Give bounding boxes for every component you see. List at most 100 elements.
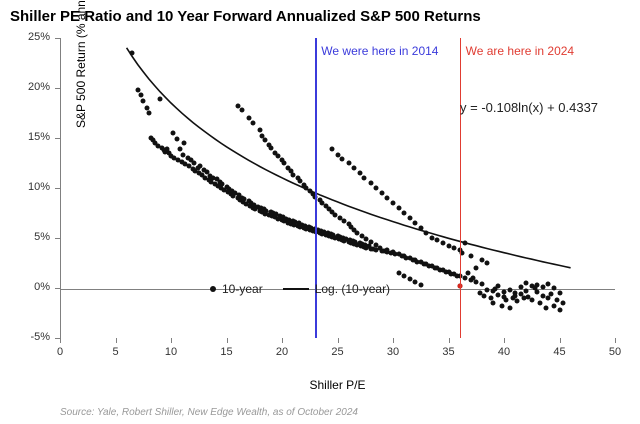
data-point[interactable] bbox=[424, 231, 429, 236]
data-point[interactable] bbox=[146, 111, 151, 116]
data-point[interactable] bbox=[440, 241, 445, 246]
data-point[interactable] bbox=[466, 271, 471, 276]
data-point[interactable] bbox=[485, 261, 490, 266]
data-point[interactable] bbox=[257, 128, 262, 133]
y-tick-mark-5 bbox=[55, 238, 60, 239]
data-point[interactable] bbox=[496, 293, 501, 298]
data-point[interactable] bbox=[339, 157, 344, 162]
data-point[interactable] bbox=[268, 146, 273, 151]
data-point[interactable] bbox=[502, 290, 507, 295]
data-point[interactable] bbox=[407, 216, 412, 221]
data-point[interactable] bbox=[446, 244, 451, 249]
data-point[interactable] bbox=[555, 298, 560, 303]
data-point[interactable] bbox=[479, 282, 484, 287]
data-point[interactable] bbox=[246, 116, 251, 121]
data-point[interactable] bbox=[537, 301, 542, 306]
data-point[interactable] bbox=[507, 306, 512, 311]
data-point[interactable] bbox=[544, 306, 549, 311]
data-point[interactable] bbox=[346, 161, 351, 166]
y-tick-mark-15 bbox=[55, 138, 60, 139]
data-point[interactable] bbox=[174, 137, 179, 142]
data-point[interactable] bbox=[485, 288, 490, 293]
data-point[interactable] bbox=[182, 141, 187, 146]
data-point[interactable] bbox=[357, 171, 362, 176]
data-point[interactable] bbox=[557, 308, 562, 313]
data-point[interactable] bbox=[429, 236, 434, 241]
data-point[interactable] bbox=[329, 147, 334, 152]
y-tick-mark-10 bbox=[55, 188, 60, 189]
legend-scatter-swatch bbox=[210, 286, 216, 292]
data-point[interactable] bbox=[546, 282, 551, 287]
data-point[interactable] bbox=[418, 283, 423, 288]
x-tick-label-20: 20 bbox=[276, 346, 288, 358]
x-tick-label-45: 45 bbox=[553, 346, 565, 358]
data-point[interactable] bbox=[557, 291, 562, 296]
data-point[interactable] bbox=[141, 99, 146, 104]
data-point[interactable] bbox=[396, 271, 401, 276]
data-point[interactable] bbox=[391, 201, 396, 206]
data-point[interactable] bbox=[374, 186, 379, 191]
data-point[interactable] bbox=[482, 294, 487, 299]
data-point[interactable] bbox=[407, 277, 412, 282]
data-point[interactable] bbox=[504, 298, 509, 303]
legend-scatter-label: 10-year bbox=[222, 282, 263, 296]
data-point[interactable] bbox=[524, 281, 529, 286]
data-point[interactable] bbox=[413, 221, 418, 226]
x-tick-mark-20 bbox=[282, 338, 283, 343]
y-tick-label-15: 15% bbox=[10, 131, 50, 143]
data-point[interactable] bbox=[518, 285, 523, 290]
data-point[interactable] bbox=[413, 280, 418, 285]
x-tick-mark-50 bbox=[615, 338, 616, 343]
x-tick-label-30: 30 bbox=[387, 346, 399, 358]
data-point[interactable] bbox=[171, 131, 176, 136]
data-point[interactable] bbox=[507, 288, 512, 293]
data-point[interactable] bbox=[535, 283, 540, 288]
x-tick-label-0: 0 bbox=[57, 346, 63, 358]
data-point[interactable] bbox=[368, 181, 373, 186]
data-point[interactable] bbox=[474, 280, 479, 285]
data-point[interactable] bbox=[474, 266, 479, 271]
x-tick-label-15: 15 bbox=[220, 346, 232, 358]
data-point[interactable] bbox=[468, 254, 473, 259]
data-point[interactable] bbox=[496, 284, 501, 289]
data-point[interactable] bbox=[499, 304, 504, 309]
data-point[interactable] bbox=[379, 191, 384, 196]
data-point[interactable] bbox=[352, 166, 357, 171]
x-axis-label: Shiller P/E bbox=[309, 378, 365, 392]
x-tick-label-10: 10 bbox=[165, 346, 177, 358]
x-tick-label-5: 5 bbox=[112, 346, 118, 358]
data-point[interactable] bbox=[402, 211, 407, 216]
data-point[interactable] bbox=[240, 108, 245, 113]
data-point[interactable] bbox=[130, 51, 135, 56]
data-point[interactable] bbox=[463, 241, 468, 246]
data-point[interactable] bbox=[177, 147, 182, 152]
data-point[interactable] bbox=[435, 238, 440, 243]
data-point[interactable] bbox=[548, 292, 553, 297]
data-point[interactable] bbox=[452, 246, 457, 251]
data-point[interactable] bbox=[540, 285, 545, 290]
data-point[interactable] bbox=[551, 286, 556, 291]
data-point[interactable] bbox=[463, 276, 468, 281]
data-point[interactable] bbox=[551, 304, 556, 309]
y-tick-mark-25 bbox=[55, 38, 60, 39]
y-tick-label-10: 10% bbox=[10, 181, 50, 193]
data-point[interactable] bbox=[529, 298, 534, 303]
data-point[interactable] bbox=[515, 299, 520, 304]
data-point[interactable] bbox=[157, 97, 162, 102]
data-point[interactable] bbox=[535, 290, 540, 295]
data-point[interactable] bbox=[139, 93, 144, 98]
data-point[interactable] bbox=[402, 274, 407, 279]
data-point[interactable] bbox=[540, 294, 545, 299]
vertical-line-2024[interactable] bbox=[460, 38, 462, 338]
y-tick-label-20: 20% bbox=[10, 81, 50, 93]
data-point[interactable] bbox=[368, 240, 373, 245]
data-point[interactable] bbox=[396, 206, 401, 211]
data-point[interactable] bbox=[524, 289, 529, 294]
data-point[interactable] bbox=[479, 258, 484, 263]
data-point[interactable] bbox=[418, 226, 423, 231]
data-point[interactable] bbox=[560, 301, 565, 306]
data-point[interactable] bbox=[362, 176, 367, 181]
data-point[interactable] bbox=[251, 121, 256, 126]
data-point[interactable] bbox=[490, 301, 495, 306]
data-point[interactable] bbox=[385, 196, 390, 201]
